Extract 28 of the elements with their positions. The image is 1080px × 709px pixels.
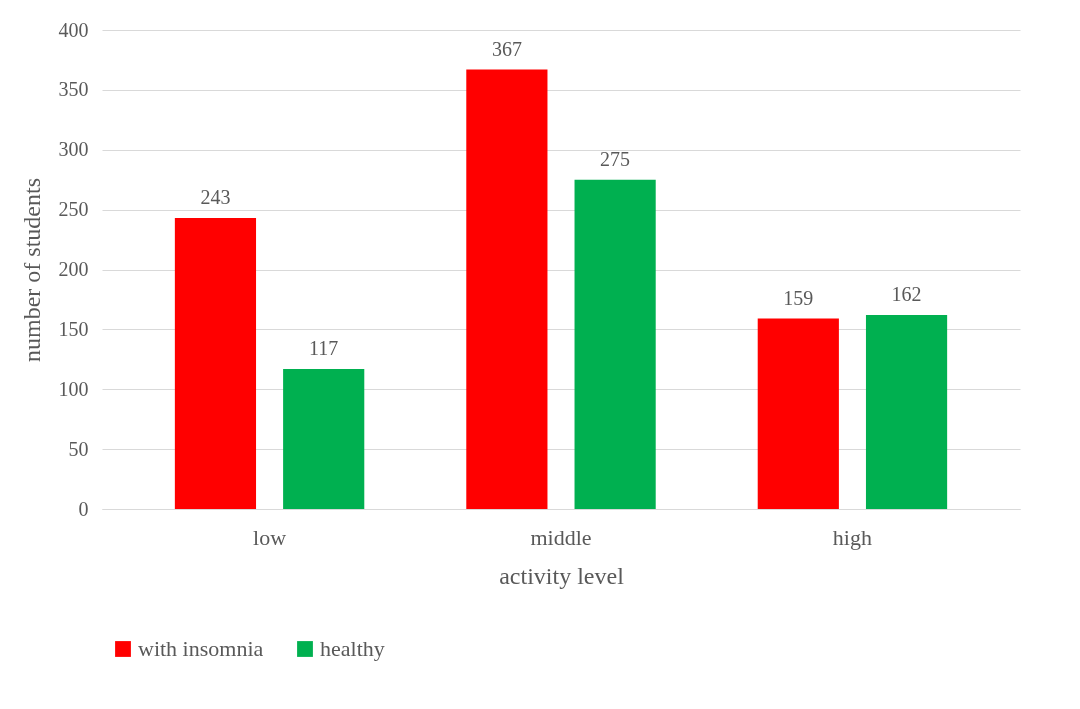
legend-label: with insomnia xyxy=(138,636,264,661)
y-tick-label: 400 xyxy=(58,18,89,41)
y-tick-label: 150 xyxy=(58,317,89,340)
x-axis-title: activity level xyxy=(499,562,625,589)
bar xyxy=(757,318,839,509)
y-tick-label: 0 xyxy=(78,497,89,520)
data-label: 159 xyxy=(783,286,814,309)
legend-label: healthy xyxy=(320,636,385,661)
bar xyxy=(574,179,656,509)
y-tick-label: 50 xyxy=(68,437,89,460)
bar xyxy=(865,315,948,509)
data-label: 275 xyxy=(600,147,631,170)
data-label: 117 xyxy=(309,336,339,359)
y-axis-title: number of students xyxy=(18,178,45,362)
data-label: 243 xyxy=(200,186,231,209)
y-tick-label: 350 xyxy=(58,78,89,101)
bar xyxy=(174,218,257,509)
data-label: 367 xyxy=(491,37,522,60)
x-tick-label: high xyxy=(832,524,872,550)
y-tick-label: 200 xyxy=(58,258,89,280)
bar xyxy=(283,368,365,509)
y-tick-label: 300 xyxy=(58,138,89,161)
x-tick-label: middle xyxy=(530,524,592,550)
y-tick-label: 250 xyxy=(58,198,89,221)
bar xyxy=(466,69,548,509)
x-tick-label: low xyxy=(253,524,287,550)
data-label: 162 xyxy=(891,283,922,306)
y-tick-label: 100 xyxy=(58,377,89,400)
